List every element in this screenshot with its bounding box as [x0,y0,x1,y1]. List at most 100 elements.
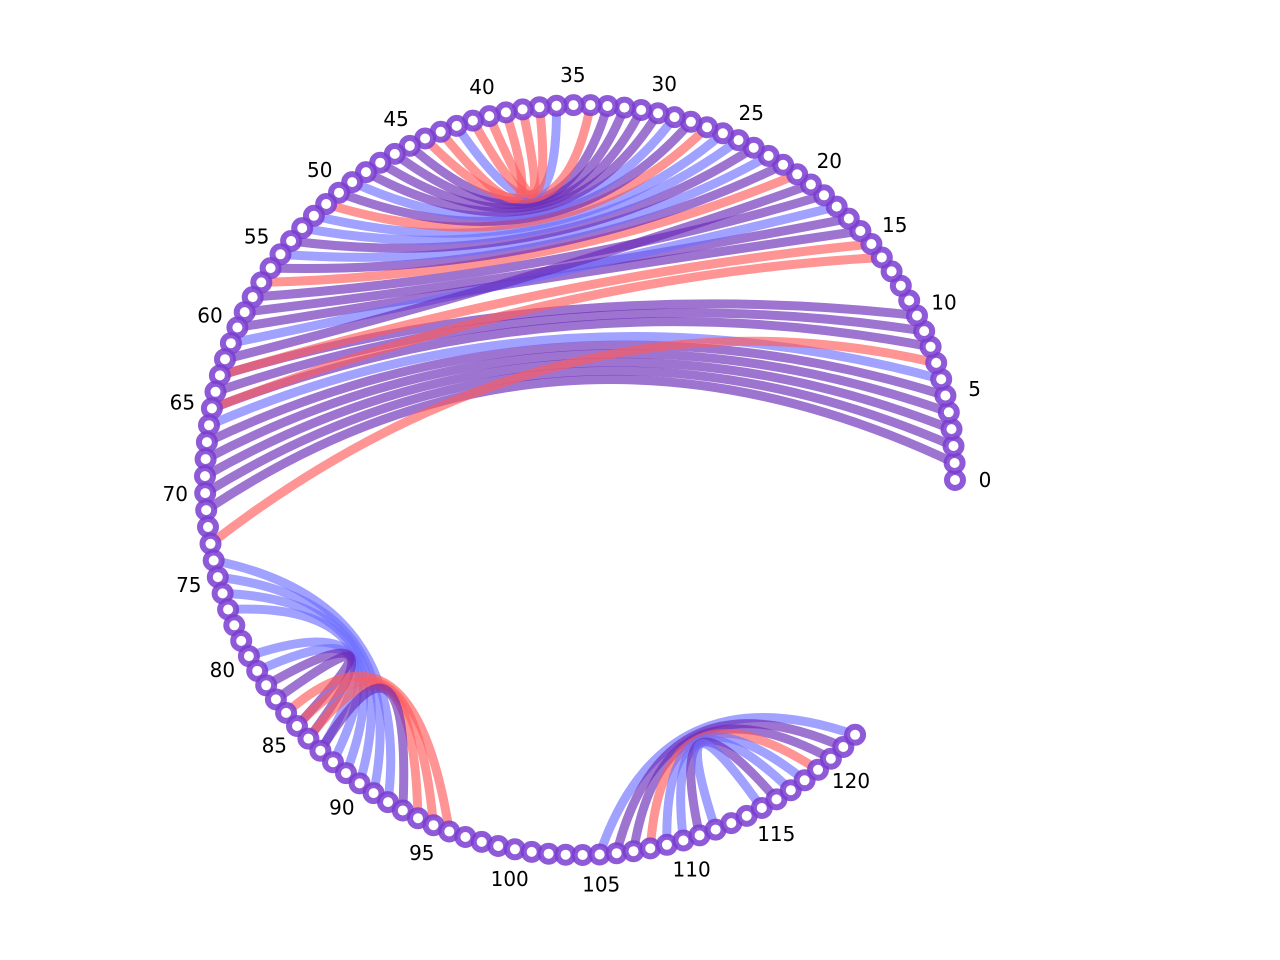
node-20 [799,173,822,196]
node-90 [348,772,371,795]
node-15 [860,233,883,255]
node-85 [286,715,308,737]
tick-label-95: 95 [409,841,434,865]
node-53 [291,217,314,240]
nodes-layer [194,94,966,866]
node-81 [246,659,269,682]
node-116 [765,788,788,811]
tick-label-60: 60 [197,303,222,327]
tick-label-115: 115 [757,822,795,846]
tick-label-110: 110 [673,857,711,881]
node-104 [571,844,594,866]
node-16 [849,220,872,242]
node-119 [807,758,829,781]
node-34 [579,94,602,117]
edge-19-58 [248,190,829,302]
edge-21-57 [256,169,802,287]
node-117 [779,779,802,802]
node-19 [813,184,835,207]
tick-label-5: 5 [968,377,981,401]
node-30 [647,102,669,125]
node-86 [297,727,320,750]
tick-label-40: 40 [469,75,494,99]
node-82 [255,674,278,697]
node-100 [503,838,526,861]
node-107 [622,840,645,863]
node-37 [528,96,551,119]
tick-label-20: 20 [817,149,842,173]
edge-7-73 [206,336,941,549]
edge-5-67 [202,340,950,447]
node-29 [663,106,686,129]
tick-label-0: 0 [979,468,992,492]
node-72 [197,516,219,538]
node-21 [786,163,809,186]
node-48 [355,161,377,184]
edge-38-40 [484,104,539,199]
node-103 [554,843,577,866]
node-87 [309,739,332,762]
tick-label-10: 10 [931,291,956,315]
edge-23-55 [276,151,774,262]
node-51 [315,193,338,215]
edge-15-63 [215,239,876,380]
tick-label-55: 55 [244,224,269,248]
tick-label-120: 120 [832,769,870,793]
node-3 [940,418,963,441]
node-12 [889,274,912,297]
edge-24-54 [286,143,759,253]
tick-label-75: 75 [176,573,201,597]
node-0 [944,469,966,491]
node-64 [204,380,227,403]
edge-2-70 [200,366,958,498]
node-88 [322,751,344,774]
tick-label-35: 35 [560,63,585,87]
node-49 [341,171,364,194]
node-52 [302,204,325,227]
tick-label-105: 105 [582,872,620,896]
node-84 [275,701,298,724]
node-102 [537,842,560,865]
tick-labels: 0 5 10 15 20 25 30 35 40 45 50 55 60 65 70 75 80 85 90 95 10… [162,63,991,896]
edge-14-65 [207,253,887,413]
node-122 [844,723,867,746]
node-56 [259,257,282,280]
node-67 [195,431,218,454]
node-47 [369,151,392,174]
node-98 [470,830,493,853]
node-83 [264,688,287,711]
tick-label-70: 70 [162,482,187,506]
node-4 [937,401,960,424]
node-33 [596,95,619,117]
node-50 [328,181,350,204]
node-71 [195,499,218,522]
node-32 [613,96,636,119]
node-121 [832,736,855,758]
node-22 [772,153,795,176]
node-101 [520,840,543,863]
edge-25-53 [297,135,743,245]
node-105 [588,843,611,866]
node-13 [880,260,903,283]
node-35 [562,94,585,117]
edge-6-66 [204,332,946,430]
node-106 [605,842,628,865]
node-91 [362,782,385,805]
node-1 [943,452,966,474]
edge-26-52 [309,128,728,238]
tick-label-45: 45 [383,107,408,131]
node-2 [942,435,965,457]
node-118 [793,769,816,792]
node-108 [639,837,662,860]
edge-39-43 [436,107,527,204]
node-14 [870,246,893,269]
node-31 [630,99,653,121]
edge-112-115 [693,739,767,835]
tick-label-100: 100 [491,867,529,891]
node-69 [194,465,216,488]
node-18 [825,195,848,218]
tick-label-15: 15 [882,213,907,237]
node-54 [280,230,303,252]
edge-20-62 [220,180,816,364]
